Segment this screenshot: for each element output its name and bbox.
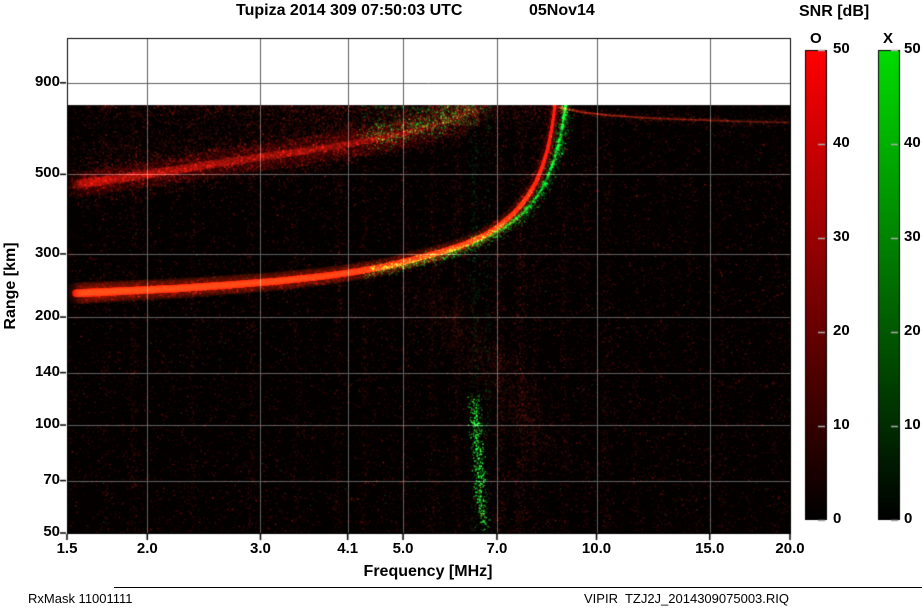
x-axis-tick-label: 20.0	[775, 540, 805, 557]
colorbar-o-tick-label: 30	[833, 228, 850, 245]
x-axis-tick-label: 10.0	[581, 540, 612, 557]
colorbar-o-tick-label: 50	[833, 40, 850, 57]
y-axis-tick-label: 500	[34, 164, 60, 182]
colorbar-o-tick-label: 0	[833, 510, 842, 527]
y-axis-tick-label: 300	[34, 243, 60, 261]
footer-rxmask: RxMask 11001111	[28, 591, 133, 606]
colorbar-x-tick-label: 50	[904, 40, 921, 57]
plot-title: Tupiza 2014 309 07:50:03 UTC	[236, 2, 463, 19]
y-axis-tick-label: 140	[34, 362, 60, 380]
colorbar-o-tick-label: 20	[833, 322, 850, 339]
colorbar-o-channel-label: O	[810, 30, 822, 47]
y-axis-title: Range [km]	[2, 242, 20, 330]
y-axis-tick-label: 70	[43, 470, 60, 488]
colorbar-x-tick-label: 0	[904, 510, 913, 527]
y-axis-tick-label: 100	[34, 415, 60, 433]
colorbar-x-tick-label: 20	[904, 322, 921, 339]
colorbar-x-channel-label: X	[883, 30, 894, 47]
colorbar-o-tick-label: 10	[833, 416, 850, 433]
x-axis-tick-label: 3.0	[250, 540, 271, 557]
colorbar-x-tick-label: 40	[904, 134, 921, 151]
colorbar-x-tick-label: 30	[904, 228, 921, 245]
footer-filename: VIPIR TZJ2J_2014309075003.RIQ	[584, 591, 789, 606]
colorbar-o-tick-label: 40	[833, 134, 850, 151]
x-axis-tick-label: 15.0	[695, 540, 725, 557]
x-axis-tick-label: 4.1	[337, 540, 359, 557]
colorbar-title: SNR [dB]	[799, 3, 870, 20]
y-axis-tick-label: 900	[34, 72, 60, 90]
x-axis-title: Frequency [MHz]	[363, 563, 493, 580]
y-axis-tick-label: 200	[34, 307, 60, 325]
x-axis-tick-label: 1.5	[56, 540, 78, 557]
plot-date-label: 05Nov14	[529, 2, 595, 19]
colorbar-x-tick-label: 10	[904, 416, 921, 433]
footer-divider	[114, 587, 922, 588]
y-axis-tick-label: 50	[43, 523, 60, 540]
x-axis-tick-label: 5.0	[392, 540, 414, 557]
x-axis-tick-label: 7.0	[486, 540, 508, 557]
x-axis-tick-label: 2.0	[136, 540, 158, 557]
